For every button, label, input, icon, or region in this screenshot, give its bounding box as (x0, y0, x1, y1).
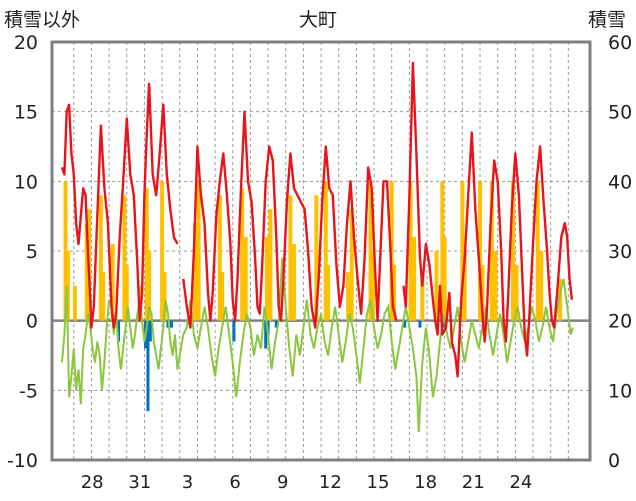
sunshine-bar (460, 181, 465, 321)
y-tick-right: 60 (608, 32, 632, 54)
sunshine-bar (462, 251, 467, 321)
sunshine-bar (514, 264, 519, 321)
precip-bar (146, 320, 150, 412)
precip-bar (117, 320, 121, 342)
x-tick-label: 31 (128, 472, 151, 493)
sunshine-bar (65, 251, 70, 321)
sunshine-bar (370, 251, 375, 321)
y-tick-right: 40 (608, 171, 632, 193)
sunshine-bar (147, 251, 152, 321)
series-line-temperature (60, 82, 179, 329)
precip-bar (403, 320, 407, 328)
y-tick-left: -10 (7, 450, 38, 472)
left-axis-label: 積雪以外 (4, 9, 80, 31)
sunshine-bar (291, 244, 296, 321)
y-tick-left: 10 (14, 171, 38, 193)
axis-layer: -10 -5 0 5 10 15 20 0 10 20 30 40 50 60 28 31 3 6 9 12 15 18 2… (7, 32, 632, 493)
sunshine-bar (392, 264, 397, 321)
y-tick-left: -5 (19, 380, 38, 402)
sunshine-bar (98, 195, 103, 321)
y-tick-right: 20 (608, 311, 632, 333)
sunshine-bar (440, 181, 445, 321)
x-tick-label: 6 (229, 472, 240, 493)
y-tick-left: 15 (14, 102, 38, 124)
bar-layer (63, 181, 563, 412)
plot-frame (50, 40, 592, 462)
y-tick-right: 30 (608, 241, 632, 263)
series-line-temperature (402, 61, 574, 378)
sunshine-bar (420, 278, 425, 321)
sunshine-bar (314, 195, 319, 321)
sunshine-bar (240, 188, 245, 321)
sunshine-bar (323, 181, 328, 321)
sunshine-bar (480, 264, 485, 321)
x-tick-label: 15 (367, 472, 390, 493)
y-tick-left: 5 (26, 241, 38, 263)
sunshine-bar (558, 278, 563, 321)
precip-bar (232, 320, 236, 342)
x-tick-label: 3 (182, 472, 193, 493)
sunshine-bar (478, 181, 483, 321)
sunshine-bar (539, 251, 544, 321)
precip-bar (274, 320, 278, 328)
x-tick-label: 18 (414, 472, 437, 493)
chart-title: 大町 (299, 9, 337, 31)
x-tick-label: 28 (81, 472, 104, 493)
sunshine-bar (326, 264, 331, 321)
series-line-humidity (61, 257, 574, 433)
sunshine-bar (84, 223, 89, 321)
sunshine-bar (144, 188, 149, 321)
sunshine-bar (434, 251, 439, 321)
series-line-temperature (182, 110, 398, 329)
sunshine-bar (110, 244, 115, 321)
sunshine-bar (217, 195, 222, 321)
sunshine-bar (264, 237, 269, 321)
precip-bar (264, 320, 268, 349)
precip-bar (442, 320, 446, 328)
precip-bar (418, 320, 422, 328)
y-tick-right: 50 (608, 102, 632, 124)
sunshine-bar (389, 181, 394, 321)
sunshine-bar (368, 181, 373, 321)
sunshine-bar (268, 209, 273, 321)
sunshine-bar (162, 271, 167, 321)
sunshine-bar (346, 271, 351, 321)
sunshine-bar (72, 285, 77, 321)
sunshine-bar (63, 181, 68, 321)
y-tick-left: 0 (26, 311, 38, 333)
x-tick-label: 12 (319, 472, 342, 493)
precip-bar (148, 320, 152, 342)
x-tick-label: 9 (277, 472, 288, 493)
sunshine-bar (193, 223, 198, 321)
sunshine-bar (535, 181, 540, 321)
sunshine-bar (442, 237, 447, 321)
precip-bar (170, 320, 174, 328)
sunshine-bar (243, 237, 248, 321)
sunshine-bar (493, 251, 498, 321)
sunshine-bar (510, 181, 515, 321)
sunshine-bar (160, 181, 165, 321)
x-tick-label: 21 (462, 472, 485, 493)
y-tick-right: 0 (608, 450, 620, 472)
sunshine-bar (349, 209, 354, 321)
y-tick-right: 10 (608, 380, 632, 402)
sunshine-bar (220, 271, 225, 321)
y-tick-left: 20 (14, 32, 38, 54)
right-axis-label: 積雪 (588, 9, 626, 31)
sunshine-bar (408, 181, 413, 321)
sunshine-bar (288, 195, 293, 321)
sunshine-bar (122, 195, 127, 321)
sunshine-bar (124, 264, 129, 321)
sunshine-bar (489, 181, 494, 321)
sunshine-bar (101, 271, 106, 321)
sunshine-bar (196, 181, 201, 321)
x-tick-label: 24 (509, 472, 532, 493)
sunshine-bar (412, 237, 417, 321)
